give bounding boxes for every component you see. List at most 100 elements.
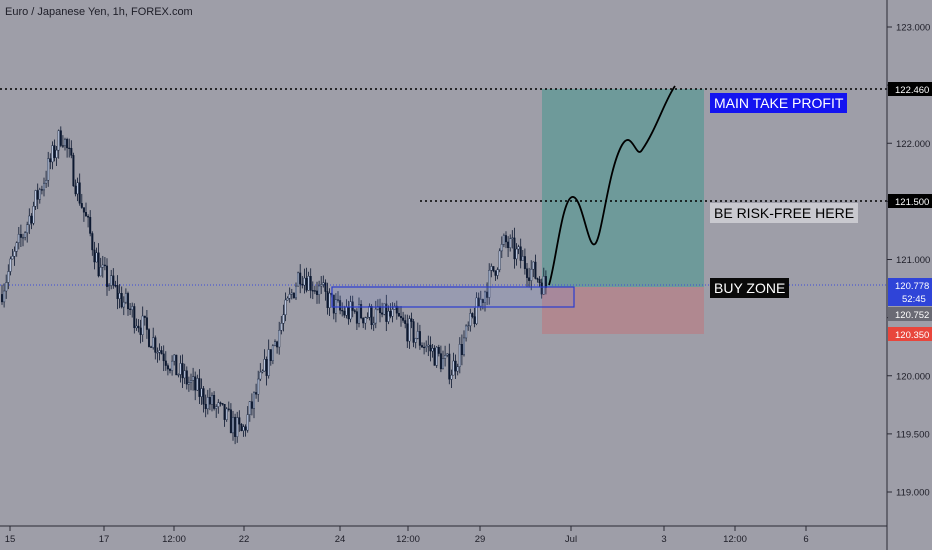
candle-body (414, 338, 417, 343)
candle-body (129, 308, 132, 310)
candle-body (173, 354, 176, 362)
candle-body (101, 264, 104, 268)
candle-body (362, 317, 365, 324)
candle-body (383, 303, 386, 315)
candle-body (297, 272, 300, 287)
candle-body (389, 311, 392, 317)
candle-body (511, 237, 514, 239)
candle-body (534, 261, 537, 279)
candle-body (181, 363, 184, 379)
candle-body (295, 285, 298, 299)
candle-body (360, 304, 363, 319)
candle-body (63, 139, 66, 146)
candle-body (431, 348, 434, 352)
candle-body (51, 145, 54, 163)
candle-body (347, 307, 350, 320)
candle-body (439, 353, 442, 370)
candle-body (55, 149, 58, 158)
candle-body (523, 256, 526, 269)
stop-price-tag: 120.350 (888, 327, 932, 341)
candle-body (437, 346, 440, 354)
candle-body (412, 321, 415, 343)
candle-body (244, 426, 247, 431)
candle-body (70, 148, 73, 156)
candle-body (349, 301, 352, 320)
candle-body (263, 359, 266, 372)
candle-body (213, 395, 216, 409)
candle-body (408, 318, 411, 342)
candle-body (498, 250, 501, 270)
candle-body (219, 402, 222, 404)
candle-body (38, 189, 41, 200)
candle-body (450, 374, 453, 380)
candle-body (320, 284, 323, 287)
candle-body (91, 233, 94, 251)
candle-body (355, 311, 358, 324)
candle-body (448, 353, 451, 380)
candle-body (57, 130, 60, 151)
candle-body (208, 397, 211, 405)
candle-body (456, 366, 459, 372)
candle-body (198, 378, 201, 397)
candle-body (24, 232, 27, 238)
candle-body (484, 291, 487, 303)
candle-body (292, 292, 295, 299)
tp-price-text: 122.460 (895, 85, 929, 96)
candle-body (177, 374, 180, 376)
candle-body (372, 322, 375, 326)
main-take-profit-label[interactable]: MAIN TAKE PROFIT (710, 93, 848, 113)
candle-body (72, 155, 75, 187)
candle-body (257, 378, 260, 395)
buy-zone-label[interactable]: BUY ZONE (710, 278, 790, 298)
candle-body (465, 325, 468, 339)
candle-body (404, 320, 407, 324)
candle-body (189, 380, 192, 383)
candle-body (110, 275, 113, 286)
candle-body (509, 238, 512, 248)
y-tick-label: 121.000 (896, 255, 930, 266)
candle-body (192, 376, 195, 381)
candle-body (288, 294, 291, 299)
candle-body (500, 244, 503, 252)
candle-body (175, 354, 178, 376)
be-price-text: 121.500 (895, 197, 929, 208)
candle-body (187, 382, 190, 385)
candle-body (164, 360, 167, 366)
x-tick-label: 24 (335, 534, 346, 545)
candle-body (416, 331, 419, 339)
candle-body (5, 282, 8, 292)
candle-body (240, 423, 243, 431)
candle-body (358, 304, 361, 324)
candle-body (225, 408, 228, 420)
y-tick-label: 119.500 (896, 429, 930, 440)
candle-body (200, 388, 203, 397)
candle-body (513, 237, 516, 260)
candle-body (299, 272, 302, 285)
x-tick-label: 6 (803, 534, 808, 545)
x-tick-label: 15 (5, 534, 16, 545)
candle-body (475, 297, 478, 324)
candle-body (160, 350, 163, 355)
candle-body (112, 275, 115, 286)
candle-body (22, 237, 25, 239)
buy-zone-box[interactable] (331, 286, 575, 308)
candle-body (313, 290, 316, 292)
candle-body (11, 256, 14, 260)
candle-body (217, 402, 220, 407)
candle-body (49, 158, 52, 163)
candle-body (124, 293, 127, 303)
candle-body (87, 216, 90, 218)
candle-body (114, 285, 117, 287)
candle-body (460, 344, 463, 356)
candle-body (26, 224, 29, 233)
break-even-label[interactable]: BE RISK-FREE HERE (710, 203, 859, 223)
candle-body (156, 352, 159, 354)
candle-body (95, 252, 98, 263)
candle-body (259, 371, 262, 380)
candle-body (282, 314, 285, 324)
candle-body (227, 408, 230, 410)
candle-body (278, 330, 281, 348)
candle-body (452, 360, 455, 376)
